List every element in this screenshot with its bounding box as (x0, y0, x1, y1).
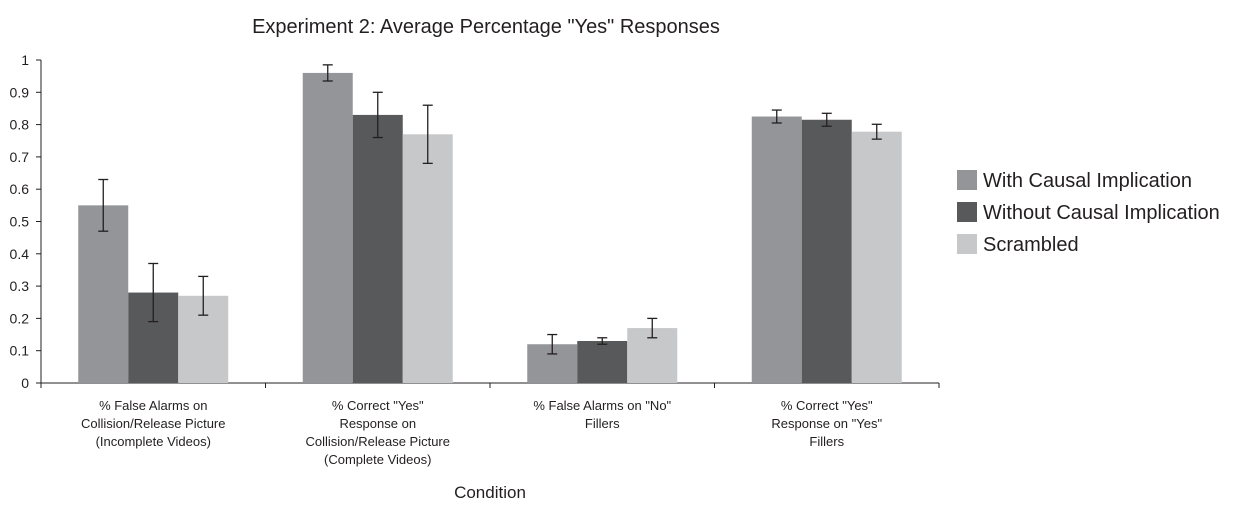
x-tick-label-line: Fillers (585, 416, 620, 431)
bar (577, 341, 628, 383)
bar (402, 134, 453, 383)
plot-area: 0 0.1 0.2 0.3 0.4 0.5 0.6 0.7 0.8 0.9 1 % False Ala… (10, 52, 940, 467)
legend-label: With Causal Implication (983, 170, 1192, 192)
bar (751, 116, 802, 384)
x-tick-label-line: Fillers (809, 434, 844, 449)
x-tick-label-line: (Complete Videos) (324, 452, 431, 467)
x-tick-label-line: Collision/Release Picture (305, 434, 450, 449)
bar (302, 72, 353, 384)
x-tick-label: % Correct "Yes" Response on Collision/Rele… (305, 398, 450, 467)
x-tick-label: % False Alarms on Collision/Release Pictu… (81, 398, 226, 449)
y-tick-label: 1 (21, 52, 29, 68)
y-tick-label: 0.8 (10, 117, 30, 133)
legend-swatch (957, 202, 977, 222)
y-tick-label: 0.4 (10, 246, 30, 262)
legend: With Causal Implication Without Causal Im… (957, 170, 1220, 256)
y-tick-label: 0.6 (10, 181, 30, 197)
x-tick-label-line: % Correct "Yes" (332, 398, 424, 413)
x-axis-label: Condition (454, 483, 526, 502)
y-tick-label: 0 (21, 375, 29, 391)
x-tick-label-line: Response on "Yes" (771, 416, 882, 431)
legend-label: Without Causal Implication (983, 202, 1220, 224)
y-tick-label: 0.3 (10, 278, 30, 294)
chart-title: Experiment 2: Average Percentage "Yes" R… (252, 16, 720, 38)
x-tick-label-line: (Incomplete Videos) (96, 434, 211, 449)
legend-label: Scrambled (983, 234, 1079, 256)
x-tick-label-line: % False Alarms on (99, 398, 207, 413)
bar (801, 119, 852, 383)
bar (78, 205, 129, 383)
x-tick-label-line: % False Alarms on "No" (533, 398, 671, 413)
x-tick-label-line: Response on (339, 416, 416, 431)
x-tick-label-line: Collision/Release Picture (81, 416, 226, 431)
bar (851, 131, 902, 383)
x-tick-label: % False Alarms on "No" Fillers (533, 398, 671, 431)
y-tick-label: 0.7 (10, 149, 30, 165)
legend-swatch (957, 170, 977, 190)
y-tick-label: 0.1 (10, 343, 30, 359)
y-tick-label: 0.9 (10, 84, 30, 100)
y-tick-label: 0.2 (10, 310, 30, 326)
y-tick-label: 0.5 (10, 214, 30, 230)
x-tick-label-line: % Correct "Yes" (781, 398, 873, 413)
x-tick-label: % Correct "Yes" Response on "Yes" Fillers (771, 398, 882, 449)
bar (352, 114, 403, 383)
legend-swatch (957, 234, 977, 254)
